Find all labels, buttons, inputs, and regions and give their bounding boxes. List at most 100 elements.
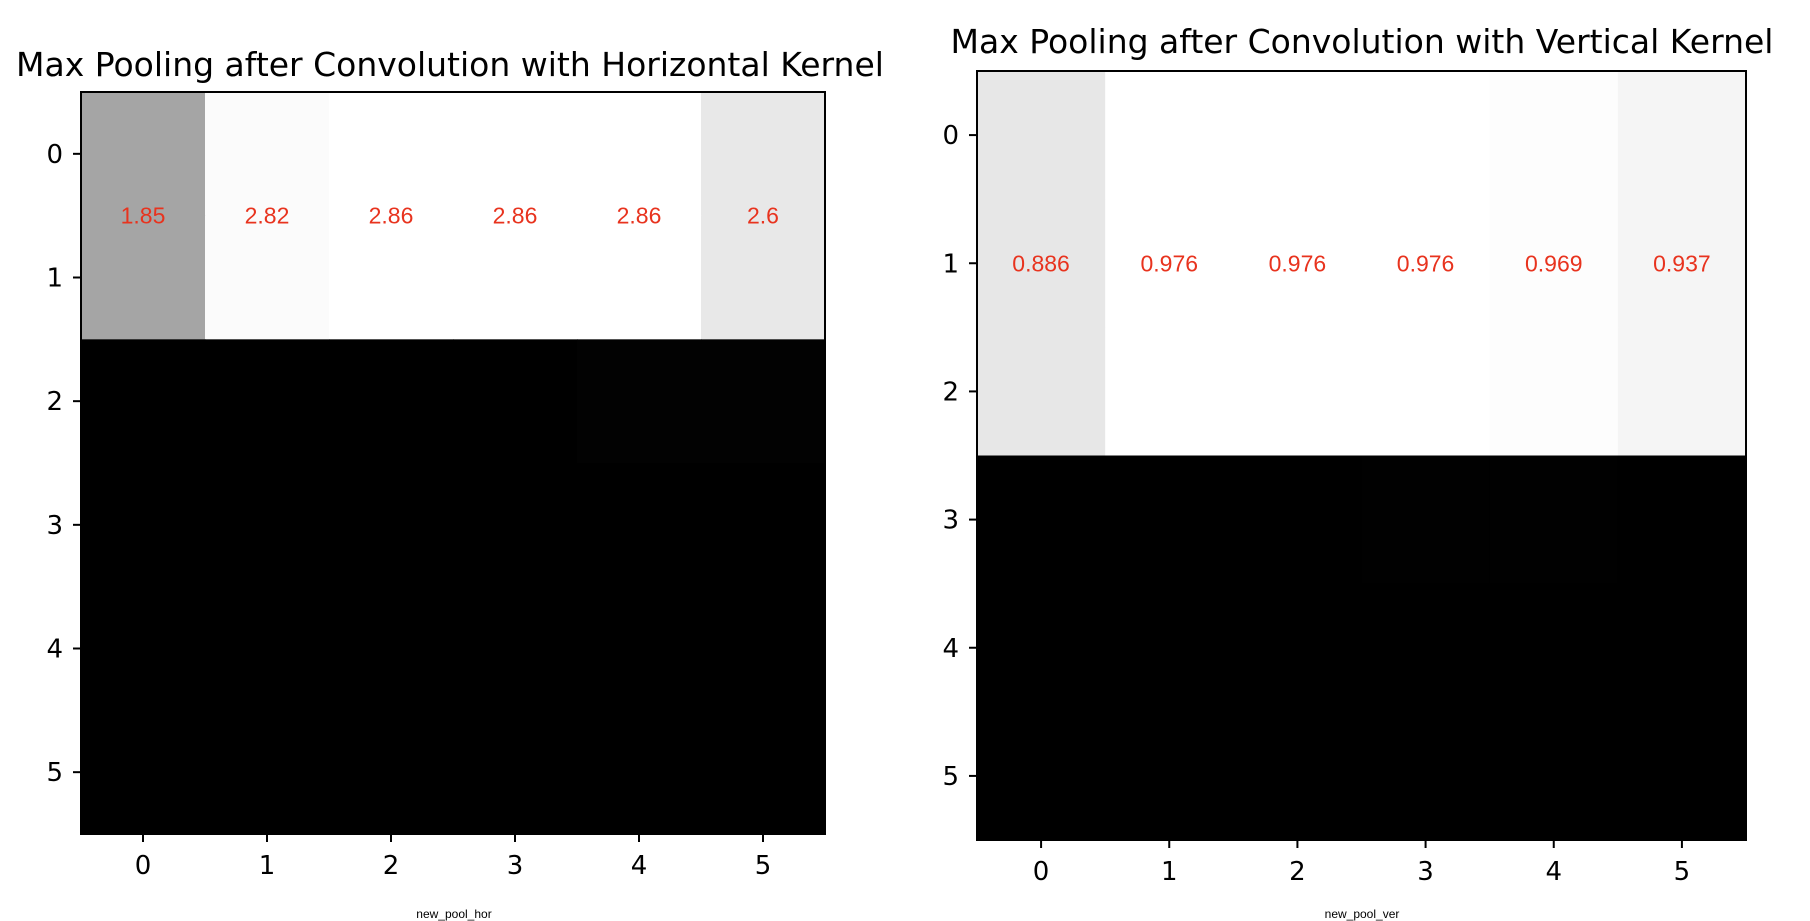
heatmap-cell-r5-c5 bbox=[1617, 711, 1747, 841]
heatmap-cell-r4-c0 bbox=[81, 586, 206, 711]
heatmap-cell-r1-c1 bbox=[205, 215, 330, 340]
heatmap-cell-r1-c3 bbox=[1361, 199, 1491, 328]
heatmap-cell-r0-c0 bbox=[977, 71, 1106, 200]
heatmap-cell-r4-c3 bbox=[453, 586, 578, 711]
heatmap-cell-r4-c1 bbox=[1105, 583, 1234, 713]
heatmap-cell-r0-c4 bbox=[1489, 71, 1619, 200]
y-tick-label-5: 5 bbox=[46, 758, 63, 788]
x-tick-label-4: 4 bbox=[631, 851, 648, 881]
heatmap-cell-r5-c4 bbox=[577, 710, 702, 835]
y-tick-label-5: 5 bbox=[942, 762, 959, 792]
heatmap-cell-r0-c1 bbox=[205, 92, 330, 217]
heatmap-cell-r0-c2 bbox=[329, 92, 454, 217]
heatmap-cell-r1-c4 bbox=[1489, 199, 1619, 328]
heatmap-cell-r2-c3 bbox=[1361, 327, 1491, 457]
heatmap-cell-r0-c5 bbox=[1617, 71, 1747, 200]
heatmap-cell-r0-c2 bbox=[1233, 71, 1363, 200]
heatmap-cell-r1-c2 bbox=[1233, 199, 1363, 328]
heatmap-cell-r1-c3 bbox=[453, 215, 578, 340]
heatmap-cell-r3-c5 bbox=[1617, 455, 1747, 585]
x-tick-label-2: 2 bbox=[383, 851, 400, 881]
heatmap-cell-r2-c2 bbox=[1233, 327, 1363, 457]
y-tick-label-3: 3 bbox=[46, 511, 63, 541]
value-label-c5: 2.6 bbox=[747, 203, 779, 229]
heatmap-cell-r2-c4 bbox=[1489, 327, 1619, 457]
y-tick-label-4: 4 bbox=[46, 635, 63, 665]
heatmap-panel-horizontal: Max Pooling after Convolution with Horiz… bbox=[16, 45, 884, 921]
heatmap-cell-r2-c5 bbox=[1617, 327, 1747, 457]
heatmap-cell-r3-c2 bbox=[1233, 455, 1363, 585]
heatmap-cell-r5-c3 bbox=[1361, 711, 1491, 841]
heatmap-cell-r4-c5 bbox=[701, 586, 826, 711]
heatmap-cell-r3-c1 bbox=[205, 463, 330, 588]
heatmap-cell-r1-c5 bbox=[701, 215, 826, 340]
x-tick-label-1: 1 bbox=[1161, 857, 1178, 887]
heatmap-cell-r4-c4 bbox=[1489, 583, 1619, 713]
heatmap-cell-r5-c5 bbox=[701, 710, 826, 835]
value-label-c4: 0.969 bbox=[1525, 250, 1583, 276]
x-tick-label-5: 5 bbox=[755, 851, 772, 881]
chart-title: Max Pooling after Convolution with Horiz… bbox=[16, 45, 884, 84]
heatmap-cell-r3-c4 bbox=[577, 463, 702, 588]
y-tick-label-1: 1 bbox=[46, 264, 63, 294]
heatmap-cell-r4-c0 bbox=[977, 583, 1106, 713]
y-tick-label-2: 2 bbox=[46, 387, 63, 417]
y-tick-label-2: 2 bbox=[942, 377, 959, 407]
heatmap-cell-r1-c2 bbox=[329, 215, 454, 340]
heatmap-cell-r0-c0 bbox=[81, 92, 206, 217]
x-tick-label-5: 5 bbox=[1674, 857, 1691, 887]
heatmap-cell-r4-c2 bbox=[329, 586, 454, 711]
value-label-c1: 2.82 bbox=[245, 203, 290, 229]
heatmap-cell-r3-c3 bbox=[1361, 455, 1491, 585]
heatmap-cell-r5-c0 bbox=[977, 711, 1106, 841]
heatmap-cell-r4-c3 bbox=[1361, 583, 1491, 713]
heatmap-cell-r0-c1 bbox=[1105, 71, 1234, 200]
heatmap-cell-r5-c2 bbox=[329, 710, 454, 835]
x-tick-label-0: 0 bbox=[135, 851, 152, 881]
heatmap-cell-r4-c2 bbox=[1233, 583, 1363, 713]
y-tick-label-1: 1 bbox=[942, 249, 959, 279]
heatmap-cell-r3-c0 bbox=[81, 463, 206, 588]
heatmap-cell-r3-c2 bbox=[329, 463, 454, 588]
heatmap-cell-r2-c1 bbox=[1105, 327, 1234, 457]
heatmap-cell-r5-c4 bbox=[1489, 711, 1619, 841]
heatmap-cell-r0-c4 bbox=[577, 92, 702, 217]
heatmap-cell-r1-c5 bbox=[1617, 199, 1747, 328]
value-label-c2: 0.976 bbox=[1269, 250, 1327, 276]
x-tick-label-4: 4 bbox=[1545, 857, 1562, 887]
heatmap-cell-r3-c5 bbox=[701, 463, 826, 588]
heatmap-cell-r3-c0 bbox=[977, 455, 1106, 585]
heatmap-cell-r5-c0 bbox=[81, 710, 206, 835]
heatmap-cell-r0-c3 bbox=[453, 92, 578, 217]
x-tick-label-3: 3 bbox=[1417, 857, 1434, 887]
y-tick-label-0: 0 bbox=[46, 140, 63, 170]
value-label-c3: 0.976 bbox=[1397, 250, 1455, 276]
heatmap-cell-r1-c0 bbox=[81, 215, 206, 340]
chart-caption: new_pool_ver bbox=[1325, 907, 1400, 921]
heatmap-cell-r3-c3 bbox=[453, 463, 578, 588]
value-label-c1: 0.976 bbox=[1140, 250, 1198, 276]
value-label-c3: 2.86 bbox=[493, 203, 538, 229]
heatmap-cell-r2-c5 bbox=[701, 339, 826, 464]
heatmap-cell-r2-c4 bbox=[577, 339, 702, 464]
heatmap-cell-r2-c0 bbox=[81, 339, 206, 464]
y-tick-label-0: 0 bbox=[942, 121, 959, 151]
plot-frame bbox=[80, 91, 826, 835]
y-tick-label-3: 3 bbox=[942, 506, 959, 536]
chart-caption: new_pool_hor bbox=[416, 907, 491, 921]
heatmap-cell-r3-c1 bbox=[1105, 455, 1234, 585]
heatmap-cell-r4-c1 bbox=[205, 586, 330, 711]
heatmap-cell-r5-c2 bbox=[1233, 711, 1363, 841]
heatmap-cell-r0-c5 bbox=[701, 92, 826, 217]
heatmap-cell-r2-c1 bbox=[205, 339, 330, 464]
chart-title: Max Pooling after Convolution with Verti… bbox=[951, 22, 1774, 61]
heatmap-cell-r2-c2 bbox=[329, 339, 454, 464]
heatmap-cell-r4-c4 bbox=[577, 586, 702, 711]
value-label-c0: 0.886 bbox=[1012, 250, 1070, 276]
heatmap-cell-r2-c3 bbox=[453, 339, 578, 464]
x-tick-label-2: 2 bbox=[1289, 857, 1306, 887]
plot-frame bbox=[976, 70, 1747, 841]
x-tick-label-3: 3 bbox=[507, 851, 524, 881]
value-label-c5: 0.937 bbox=[1653, 250, 1711, 276]
